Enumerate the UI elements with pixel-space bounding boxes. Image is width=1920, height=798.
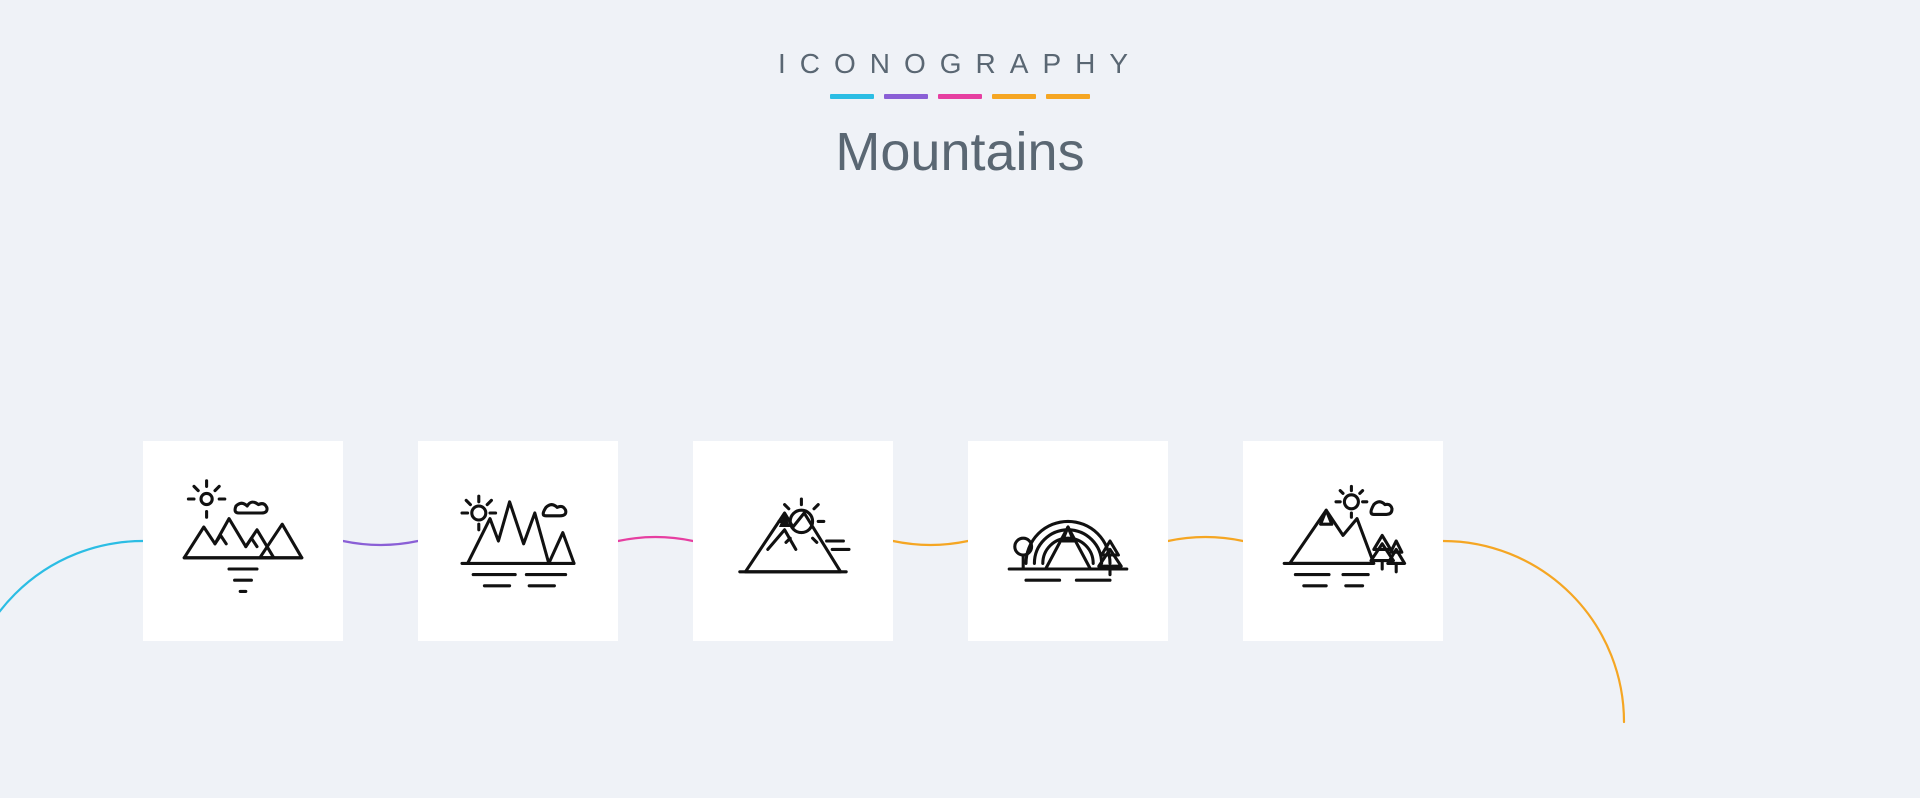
mountain-range-sun-cloud-tile <box>143 441 343 641</box>
icon-tiles <box>0 0 1920 798</box>
mountain-cliffs-sun-tile <box>418 441 618 641</box>
mountain-range-sun-cloud-icon <box>173 471 313 611</box>
mountain-sunrise-icon <box>723 471 863 611</box>
mountain-sunrise-tile <box>693 441 893 641</box>
mountain-sun-trees-icon <box>1273 471 1413 611</box>
mountain-rainbow-trees-icon <box>998 471 1138 611</box>
mountain-rainbow-trees-tile <box>968 441 1168 641</box>
mountain-sun-trees-tile <box>1243 441 1443 641</box>
mountain-cliffs-sun-icon <box>448 471 588 611</box>
